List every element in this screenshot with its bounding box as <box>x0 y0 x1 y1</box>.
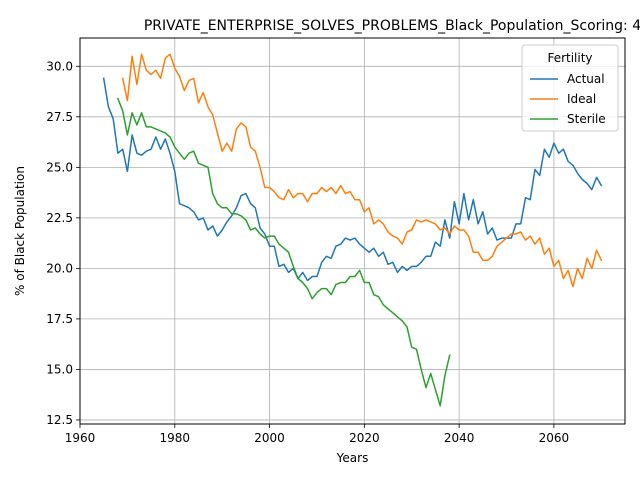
x-axis-ticks: 1960 1980 2000 2020 2040 2060 <box>65 424 569 445</box>
legend-label-ideal: Ideal <box>567 92 596 106</box>
legend-title: Fertility <box>547 51 592 65</box>
y-tick-label: 22.5 <box>46 211 73 225</box>
x-tick-label: 2000 <box>254 431 285 445</box>
legend: Fertility Actual Ideal Sterile <box>521 44 619 132</box>
x-tick-label: 2020 <box>349 431 380 445</box>
grid <box>79 38 625 424</box>
legend-label-sterile: Sterile <box>567 112 606 126</box>
y-tick-label: 20.0 <box>46 261 73 275</box>
series-line-sterile <box>116 97 451 407</box>
y-tick-label: 12.5 <box>46 413 73 427</box>
x-tick-label: 2040 <box>444 431 475 445</box>
legend-items: Actual Ideal Sterile <box>530 72 606 126</box>
x-axis-label: Years <box>336 451 369 465</box>
y-tick-label: 25.0 <box>46 160 73 174</box>
y-axis-label: % of Black Population <box>13 166 27 296</box>
x-tick-label: 2060 <box>539 431 570 445</box>
legend-box <box>521 44 619 132</box>
y-tick-label: 30.0 <box>46 59 73 73</box>
chart-title: PRIVATE_ENTERPRISE_SOLVES_PROBLEMS_Black… <box>144 18 640 34</box>
series-line-ideal <box>121 53 603 288</box>
y-tick-label: 27.5 <box>46 110 73 124</box>
series-line-actual <box>102 77 603 282</box>
x-tick-label: 1980 <box>160 431 191 445</box>
y-tick-label: 17.5 <box>46 312 73 326</box>
series-layer <box>102 53 603 407</box>
plot-frame <box>79 37 626 425</box>
x-tick-label: 1960 <box>65 431 96 445</box>
legend-label-actual: Actual <box>567 72 605 86</box>
y-axis-ticks: 12.5 15.0 17.5 20.0 22.5 25.0 27.5 30.0 <box>46 59 80 427</box>
y-tick-label: 15.0 <box>46 362 73 376</box>
